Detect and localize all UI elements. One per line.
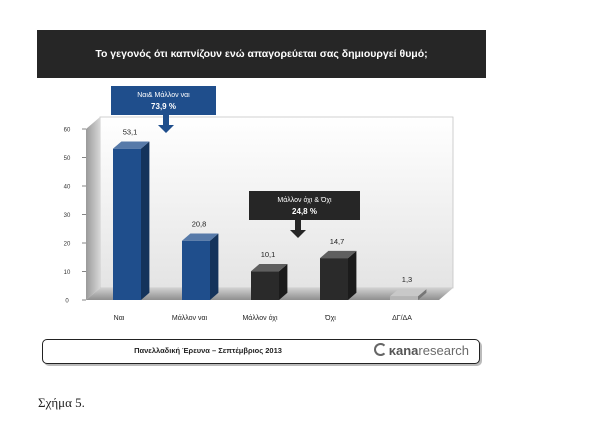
- y-axis: 0 10 20 30 40 50 60: [64, 128, 86, 305]
- value-label: 14,7: [330, 237, 345, 246]
- bar-front: [390, 296, 418, 300]
- bar: [113, 141, 150, 300]
- annotation-callout: Μάλλον όχι & Όχι 24,8 %: [249, 191, 360, 238]
- y-tick-label: 30: [64, 213, 71, 219]
- annotations-group: Ναι& Μάλλον ναι 73,9 % Μάλλον όχι & Όχι 24,…: [111, 86, 360, 238]
- chart-side-wall: [86, 117, 100, 300]
- x-tick-label: ΔΓ/ΔΑ: [392, 315, 412, 322]
- bars-group: [113, 141, 427, 300]
- footer-survey-text: Πανελλαδική Έρευνα – Σεπτέμβριος 2013: [134, 346, 282, 355]
- bar-side: [418, 289, 427, 300]
- annotation-arrow: [158, 115, 174, 133]
- y-tick-label: 20: [64, 242, 71, 248]
- annotation-box: [111, 86, 216, 115]
- bar: [182, 233, 219, 300]
- bar-top: [182, 233, 219, 241]
- value-label: 20,8: [192, 220, 207, 229]
- y-tick-label: 50: [64, 156, 71, 162]
- bar-side: [210, 233, 219, 300]
- value-label: 10,1: [261, 250, 276, 259]
- bar-top: [320, 250, 357, 259]
- y-tick-label: 40: [64, 185, 71, 191]
- logo-research-text: research: [418, 343, 469, 358]
- bar-front: [320, 258, 348, 300]
- y-tick-label: 60: [64, 128, 71, 134]
- value-labels-group: 53,1 20,8 10,1 14,7 1,3: [123, 127, 413, 284]
- bar: [390, 289, 427, 300]
- bar: [251, 264, 288, 300]
- annotation-callout: Ναι& Μάλλον ναι 73,9 %: [111, 86, 216, 133]
- value-label: 1,3: [402, 275, 412, 284]
- annotation-line2: 73,9 %: [151, 102, 176, 111]
- bar: [320, 250, 357, 300]
- annotation-arrow: [290, 220, 306, 238]
- bar-side: [348, 250, 357, 300]
- value-label: 53,1: [123, 127, 138, 136]
- bar-front: [251, 271, 279, 300]
- y-tick-label: 0: [65, 299, 69, 305]
- annotation-box: [249, 191, 360, 220]
- figure-caption: Σχήμα 5.: [38, 395, 85, 410]
- bar-top: [113, 141, 150, 149]
- logo-kana-text: κana: [388, 343, 419, 358]
- bar-top: [251, 264, 288, 272]
- x-axis-labels-group: Ναι Μάλλον ναι Μάλλον όχι Όχι ΔΓ/ΔΑ: [114, 314, 413, 322]
- x-tick-label: Μάλλον ναι: [172, 314, 208, 322]
- x-tick-label: Όχι: [324, 315, 336, 322]
- x-tick-label: Ναι: [114, 315, 125, 322]
- logo-swirl-icon: [373, 343, 387, 356]
- footer-box: Πανελλαδική Έρευνα – Σεπτέμβριος 2013 κa…: [42, 339, 480, 364]
- annotation-line1: Ναι& Μάλλον ναι: [137, 91, 190, 99]
- bar-top: [390, 289, 427, 297]
- bar-side: [279, 264, 288, 300]
- annotation-line2: 24,8 %: [292, 207, 317, 216]
- kana-research-logo: κanaresearch: [373, 343, 469, 358]
- annotation-line1: Μάλλον όχι & Όχι: [277, 196, 332, 204]
- bar-front: [182, 240, 210, 300]
- chart-title: Το γεγονός ότι καπνίζουν ενώ απαγορεύετα…: [37, 30, 486, 78]
- bar-front: [113, 148, 141, 300]
- y-tick-label: 10: [64, 270, 71, 276]
- x-tick-label: Μάλλον όχι: [242, 314, 277, 322]
- bar-side: [141, 141, 150, 300]
